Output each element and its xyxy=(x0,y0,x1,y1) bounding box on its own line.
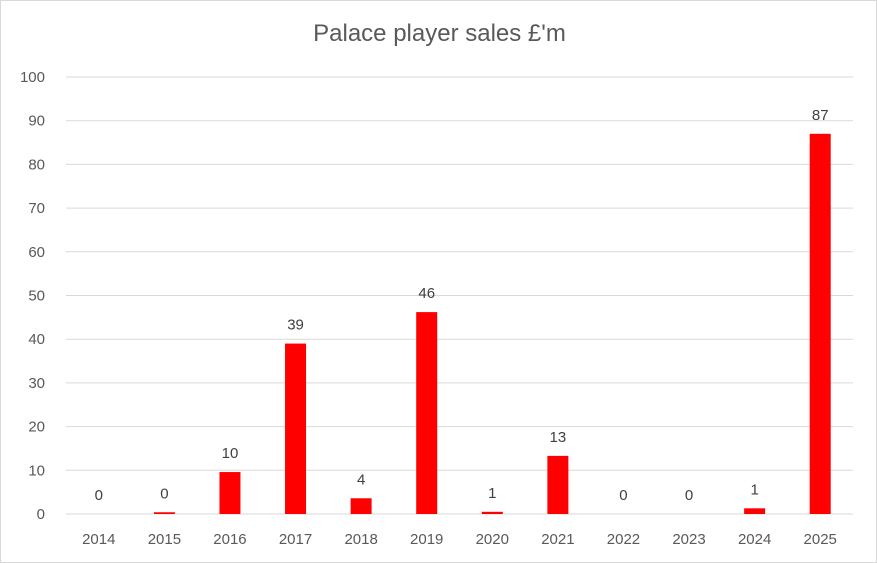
x-tick-label: 2023 xyxy=(672,531,705,548)
data-label-2020: 1 xyxy=(488,485,496,502)
x-tick-label: 2025 xyxy=(804,531,837,548)
data-labels: 0 0 10 39 4 46 1 13 0 0 1 87 xyxy=(95,107,829,504)
y-tick-label: 0 xyxy=(37,506,45,523)
bar-2024 xyxy=(744,508,766,514)
y-tick-label: 100 xyxy=(20,69,45,86)
bar-2019 xyxy=(416,312,438,514)
bar-2017 xyxy=(285,343,307,514)
data-label-2019: 46 xyxy=(418,285,435,302)
y-tick-label: 60 xyxy=(28,244,45,261)
y-tick-label: 20 xyxy=(28,419,45,436)
gridlines xyxy=(66,76,853,515)
data-label-2014: 0 xyxy=(95,487,103,504)
x-tick-label: 2024 xyxy=(738,531,771,548)
data-label-2021: 13 xyxy=(550,429,567,446)
x-tick-label: 2014 xyxy=(82,531,115,548)
bar-2025 xyxy=(809,133,831,514)
y-axis-ticks: 0 10 20 30 40 50 60 70 80 90 100 xyxy=(20,69,45,523)
x-tick-label: 2020 xyxy=(476,531,509,548)
y-tick-label: 10 xyxy=(28,462,45,479)
bar-2020 xyxy=(481,511,503,514)
x-tick-label: 2019 xyxy=(410,531,443,548)
x-tick-label: 2018 xyxy=(344,531,377,548)
x-tick-label: 2021 xyxy=(541,531,574,548)
data-label-2022: 0 xyxy=(619,487,627,504)
bar-2021 xyxy=(547,455,569,514)
y-tick-label: 80 xyxy=(28,156,45,173)
y-tick-label: 40 xyxy=(28,331,45,348)
data-label-2018: 4 xyxy=(357,471,365,488)
y-tick-label: 90 xyxy=(28,113,45,130)
y-tick-label: 30 xyxy=(28,375,45,392)
x-tick-label: 2015 xyxy=(148,531,181,548)
data-label-2015: 0 xyxy=(160,485,168,502)
bar-2016 xyxy=(219,472,241,514)
x-tick-label: 2017 xyxy=(279,531,312,548)
x-axis-ticks: 2014 2015 2016 2017 2018 2019 2020 2021 2022 2023… xyxy=(82,531,837,548)
data-label-2025: 87 xyxy=(812,107,829,124)
data-label-2024: 1 xyxy=(750,481,758,498)
data-label-2017: 39 xyxy=(287,317,304,334)
data-label-2023: 0 xyxy=(685,487,693,504)
x-tick-label: 2022 xyxy=(607,531,640,548)
y-tick-label: 50 xyxy=(28,288,45,305)
chart-title: Palace player sales £'m xyxy=(313,20,566,47)
bar-2015 xyxy=(153,512,175,514)
bar-2018 xyxy=(350,498,372,514)
bars xyxy=(153,133,831,514)
data-label-2016: 10 xyxy=(222,445,239,462)
x-tick-label: 2016 xyxy=(213,531,246,548)
y-tick-label: 70 xyxy=(28,200,45,217)
